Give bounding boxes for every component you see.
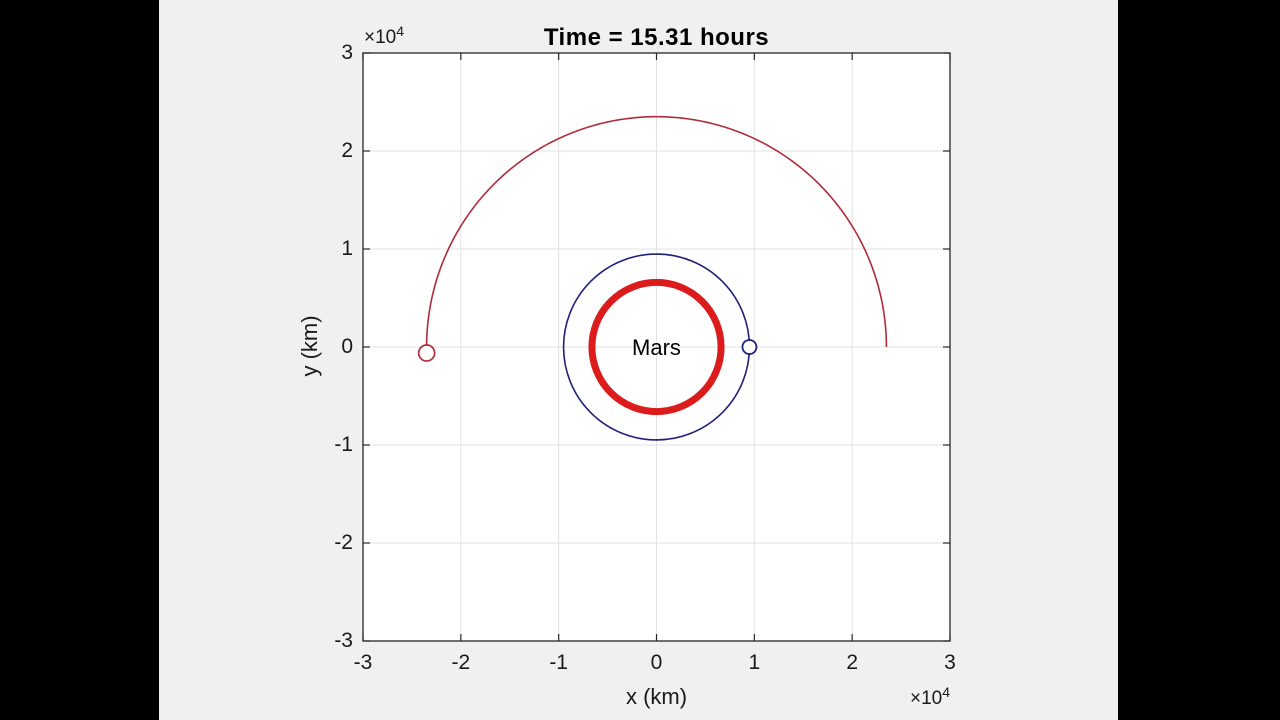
- y-exponent-power: 4: [396, 23, 405, 39]
- x-tick-label: 1: [748, 651, 761, 674]
- x-tick-label: 2: [846, 651, 858, 674]
- x-axis-exponent: ×104: [870, 684, 950, 710]
- x-axis-label: x (km): [625, 684, 688, 709]
- x-exponent-base: ×10: [909, 688, 943, 709]
- x-exponent-power: 4: [942, 684, 950, 700]
- y-tick-label: 3: [341, 41, 353, 64]
- axes-box: [362, 52, 951, 642]
- y-tick-label: -3: [334, 629, 353, 652]
- spacecraft-transfer-orbit-marker: [417, 344, 436, 362]
- y-exponent-base: ×10: [364, 27, 397, 48]
- mars-annotation: Mars: [632, 335, 681, 360]
- y-tick-label: -1: [334, 433, 353, 456]
- matlab-figure: Time = 15.31 hours ×104 ×104 y (km) x (k…: [159, 0, 1118, 720]
- transfer-orbit-arc: [425, 115, 888, 354]
- letterbox-left-bar: [0, 0, 159, 720]
- y-tick-label: -2: [334, 531, 353, 554]
- spacecraft-parking-orbit-marker: [741, 339, 758, 355]
- y-tick-label: 0: [341, 335, 353, 358]
- x-tick-label: 0: [650, 651, 663, 674]
- plot-title: Time = 15.31 hours: [543, 24, 770, 51]
- x-tick-label: -3: [353, 651, 373, 674]
- x-tick-label: -1: [549, 651, 568, 674]
- orbit-plot-svg: [362, 52, 951, 642]
- y-tick-label: 1: [341, 237, 353, 260]
- y-axis-exponent: ×104: [364, 23, 404, 49]
- letterbox-right-bar: [1118, 0, 1280, 720]
- x-tick-label: -2: [451, 651, 471, 674]
- mars-surface-circle: [588, 278, 725, 416]
- y-tick-label: 2: [341, 139, 353, 162]
- x-tick-label: 3: [944, 651, 956, 674]
